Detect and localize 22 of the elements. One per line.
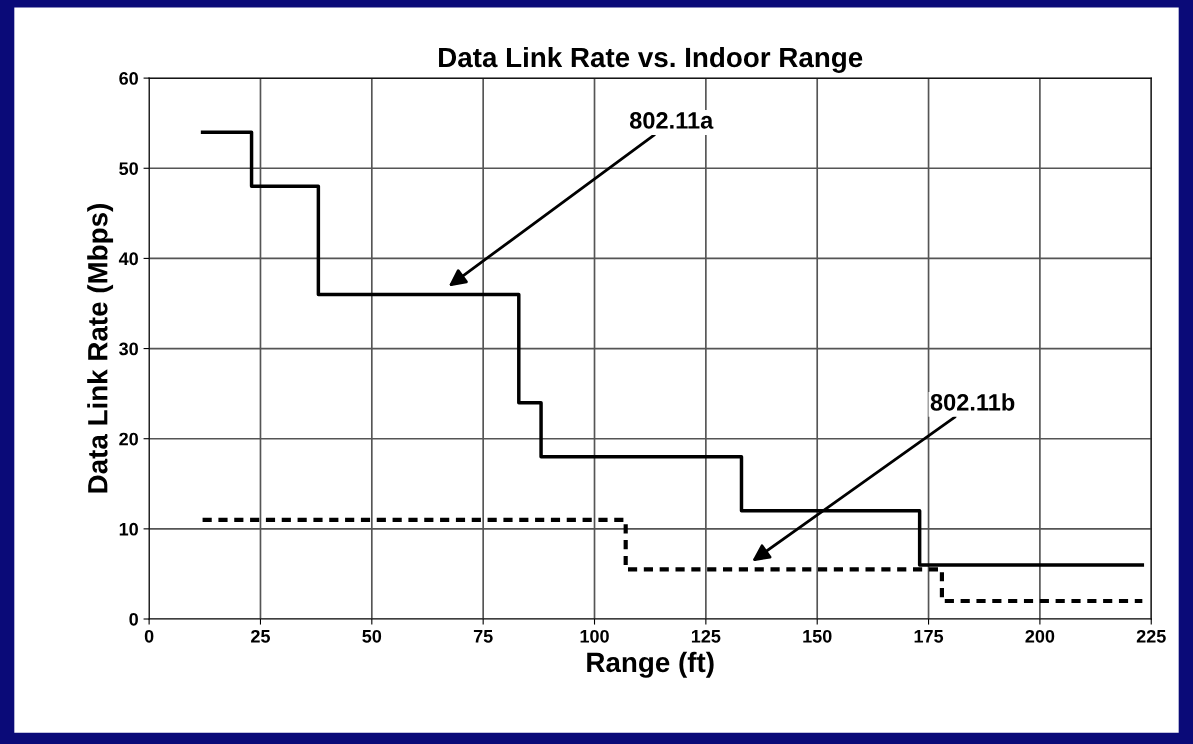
annotation: 802.11b [930,393,1015,411]
y-tick-label: 30 [119,342,138,356]
x-tick-label: 225 [1136,629,1166,643]
x-tick-label: 100 [580,629,609,643]
y-tick-label: 20 [119,432,138,446]
x-tick-label: 200 [1025,629,1055,643]
y-tick-label: 10 [119,522,138,536]
x-tick-label: 25 [251,629,271,643]
y-tick-label: 50 [119,162,138,175]
x-tick-label: 125 [691,629,721,643]
x-axis-title: Range (ft) [587,651,714,678]
x-tick-label: 150 [803,629,832,643]
chart-title: Data Link Rate vs. Indoor Range [439,46,863,73]
y-axis-title: Data Link Rate (Mbps) [87,204,114,493]
x-tick-label: 75 [473,630,493,643]
annotation: 802.11a [629,112,714,129]
x-tick-label: 175 [914,630,944,643]
x-tick-label: 50 [362,629,382,643]
y-tick-label: 40 [118,252,138,266]
y-tick-label: 0 [129,612,138,626]
y-tick-label: 60 [119,72,138,85]
x-tick-label: 0 [144,629,154,643]
